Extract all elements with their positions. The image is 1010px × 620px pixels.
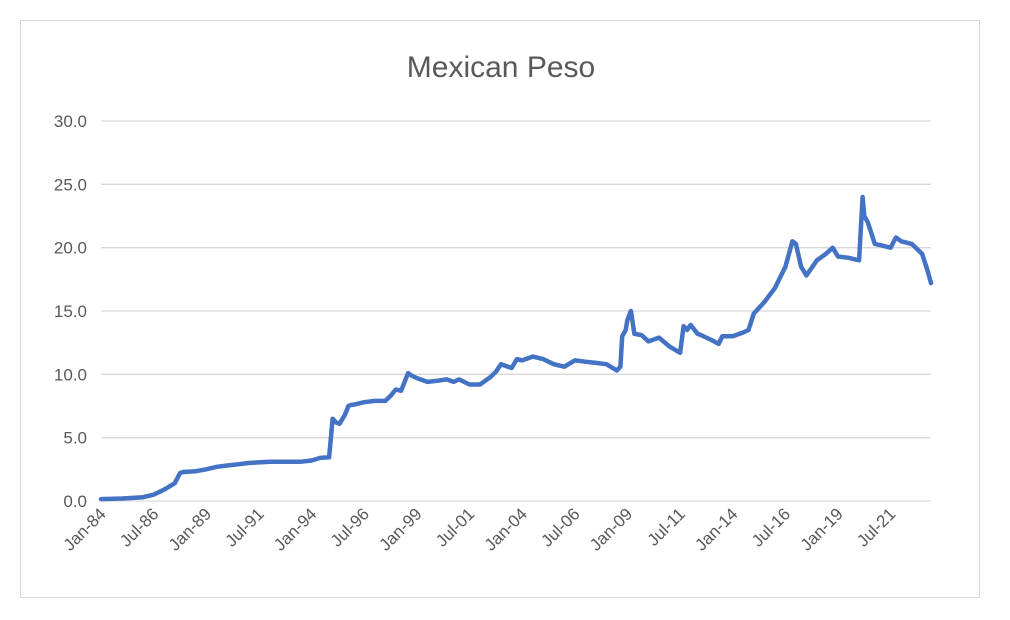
x-tick-label: Jul-16 (748, 504, 794, 550)
x-tick-label: Jul-11 (644, 504, 689, 549)
y-tick-label: 5.0 (63, 429, 87, 448)
y-tick-label: 20.0 (54, 239, 87, 258)
x-tick-label: Jan-09 (586, 504, 636, 554)
y-tick-label: 0.0 (63, 492, 87, 511)
y-axis-ticks: 0.0 5.0 10.0 15.0 20.0 25.0 30.0 (54, 112, 87, 511)
x-tick-label: Jan-04 (481, 504, 531, 554)
gridlines (101, 120, 931, 502)
x-tick-label: Jul-91 (222, 504, 268, 550)
x-tick-label: Jan-99 (375, 504, 425, 554)
x-tick-label: Jul-96 (327, 504, 373, 550)
y-tick-label: 10.0 (54, 365, 87, 384)
x-tick-label: Jul-01 (432, 504, 478, 550)
x-tick-label: Jul-21 (853, 504, 899, 550)
x-tick-label: Jan-14 (691, 504, 741, 554)
chart-frame: Mexican Peso 0.0 5.0 10.0 15.0 20.0 25.0 30.0 … (20, 20, 980, 598)
x-tick-label: Jul-06 (537, 504, 583, 550)
x-tick-label: Jul-86 (116, 504, 162, 550)
x-tick-label: Jan-89 (165, 504, 215, 554)
x-axis-ticks: Jan-84 Jul-86 Jan-89 Jul-91 Jan-94 Jul-96 Jan-… (60, 504, 900, 554)
y-tick-label: 25.0 (54, 175, 87, 194)
series-line (98, 194, 934, 502)
line-chart: Mexican Peso 0.05.010.015.020.025.030.0 … (54, 51, 934, 555)
x-tick-label: Jan-84 (60, 504, 110, 554)
x-tick-label: Jan-19 (797, 504, 847, 554)
y-tick-label: 30.0 (54, 112, 87, 131)
chart-title: Mexican Peso (407, 51, 595, 84)
y-tick-label: 15.0 (54, 302, 87, 321)
series-layer (98, 194, 934, 502)
x-tick-label: Jan-94 (270, 504, 320, 554)
